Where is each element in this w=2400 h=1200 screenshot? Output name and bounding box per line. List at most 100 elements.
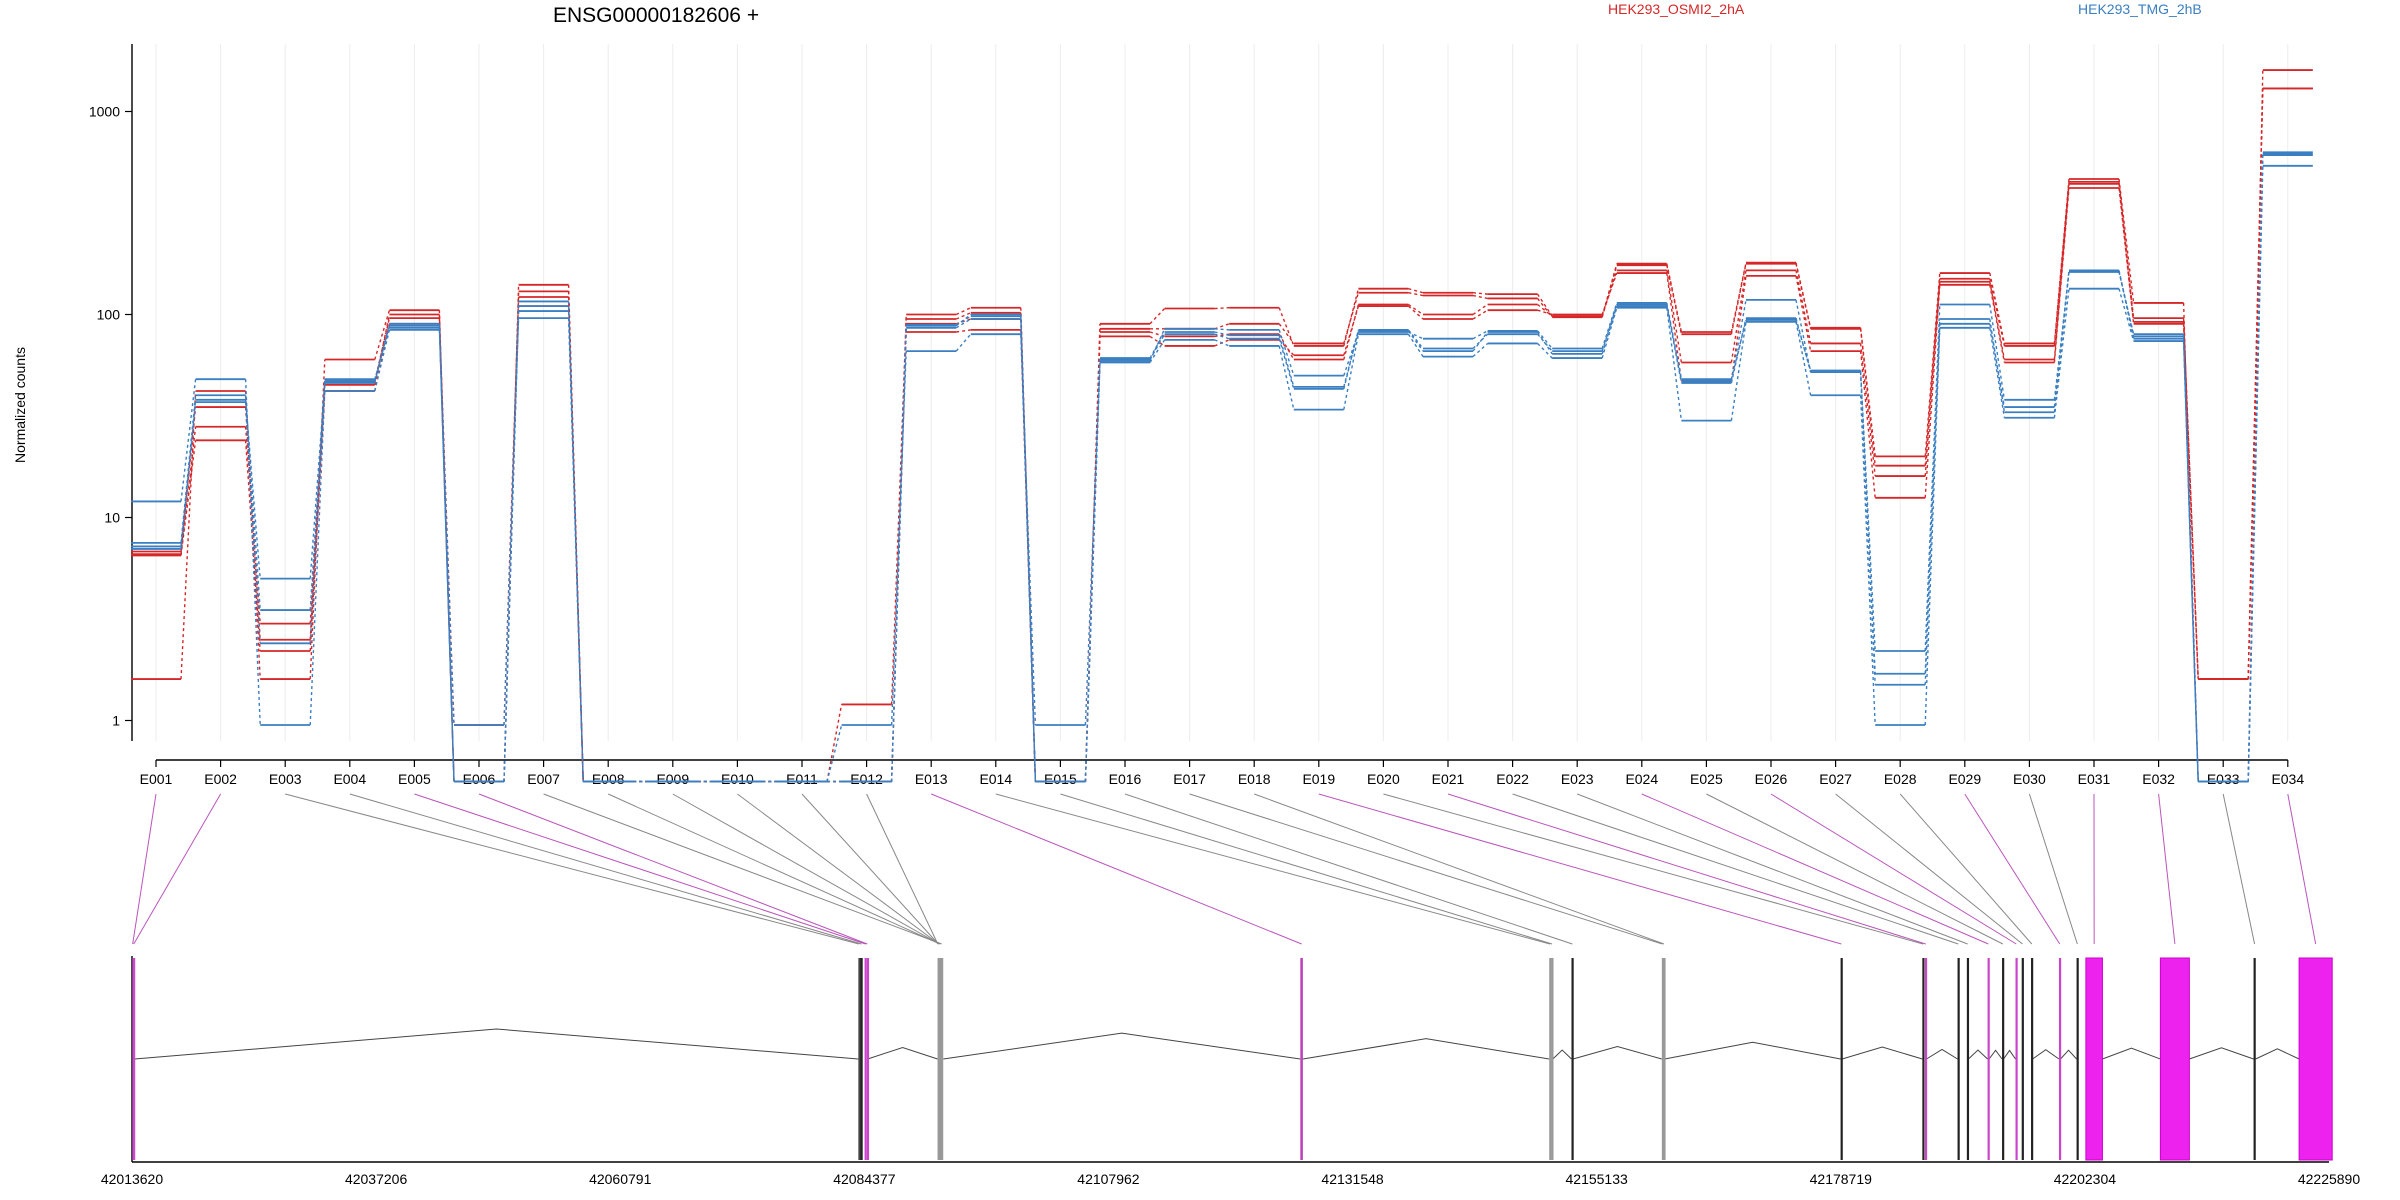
chart-title: ENSG00000182606 + — [553, 4, 759, 27]
exon-box-e004 — [860, 958, 863, 1160]
data-connector — [1601, 270, 1618, 317]
connector-e016 — [1124, 793, 1573, 945]
x-tick-label: E003 — [269, 771, 302, 787]
connector-e030 — [2028, 793, 2078, 945]
connector-e017 — [1189, 793, 1663, 945]
x-tick-label: E013 — [915, 771, 948, 787]
connector-e006 — [478, 793, 868, 945]
exon-box-e003 — [858, 958, 861, 1160]
data-connector — [1020, 334, 1037, 726]
data-connector — [1924, 273, 1941, 457]
connector-e009 — [672, 793, 940, 945]
x-tick-label: E027 — [1819, 771, 1852, 787]
exon-box-e027 — [2021, 958, 2024, 1160]
series-hek293_tmg_2hb-5 — [131, 154, 2313, 783]
connector-e028 — [1899, 793, 2033, 945]
series-hek293_osmi2_2ha-0 — [131, 87, 2313, 783]
data-connector — [1084, 358, 1101, 782]
gene-model-track: 42013620 42037206 42060791 42084377 42107962… — [101, 956, 2361, 1187]
data-connector — [2053, 183, 2070, 360]
data-connector — [244, 399, 261, 579]
genome-coordinate-label: 42225890 — [2298, 1171, 2361, 1187]
data-connector — [1472, 342, 1489, 358]
y-tick-label: 1 — [112, 713, 120, 729]
genome-coordinate-label: 42060791 — [589, 1171, 652, 1187]
intron-line — [867, 1046, 938, 1060]
series-hek293_tmg_2hb-4 — [131, 164, 2313, 783]
connector-e034 — [2287, 793, 2317, 945]
data-connector — [1730, 299, 1747, 382]
data-connector — [180, 399, 197, 550]
data-connector — [1149, 333, 1166, 360]
intron-line — [1572, 1046, 1662, 1060]
data-connector — [1149, 335, 1165, 347]
genome-coordinate-label: 42107962 — [1077, 1171, 1140, 1187]
data-connector — [955, 315, 972, 326]
intron-line — [2189, 1047, 2254, 1060]
data-connector — [1989, 318, 2006, 413]
data-connector — [890, 324, 907, 782]
x-tick-label: E022 — [1496, 771, 1529, 787]
data-connector — [1924, 281, 1941, 477]
data-connector — [1214, 323, 1230, 330]
exon-box-e012 — [937, 958, 940, 1160]
legend-entry-osmi2: HEK293_OSMI2_2hA — [1608, 1, 1745, 17]
intron-line — [2255, 1048, 2300, 1060]
data-connector — [1859, 343, 1876, 477]
data-connector — [2053, 288, 2070, 418]
series-hek293_tmg_2hb-7 — [131, 151, 2313, 783]
data-connector — [1666, 307, 1683, 421]
x-tick-label: E031 — [2078, 771, 2111, 787]
data-connector — [1472, 292, 1488, 295]
data-connector — [956, 329, 971, 333]
data-connector — [955, 312, 972, 320]
data-connector — [1730, 263, 1747, 335]
data-connector — [1407, 333, 1424, 358]
data-connector — [1859, 327, 1876, 457]
data-connector — [1730, 321, 1747, 421]
intron-line — [1968, 1049, 1988, 1060]
y-tick-label: 100 — [97, 307, 121, 323]
exon-box-e018 — [1663, 958, 1666, 1160]
data-connector — [1601, 302, 1618, 349]
data-connector — [1924, 318, 1941, 685]
data-connector — [1343, 305, 1360, 356]
intron-line — [2102, 1047, 2161, 1060]
x-tick-label: E010 — [721, 771, 754, 787]
data-connector — [955, 318, 972, 329]
data-connector — [309, 381, 326, 624]
x-tick-label: E014 — [979, 771, 1012, 787]
x-tick-label: E034 — [2271, 771, 2304, 787]
data-connector — [1795, 270, 1812, 344]
connector-e014 — [995, 793, 1551, 945]
connector-e025 — [1706, 793, 2004, 945]
genome-coordinate-label: 42013620 — [101, 1171, 164, 1187]
data-connector — [1408, 331, 1424, 340]
data-connector — [1859, 372, 1876, 685]
data-connector — [1537, 330, 1553, 349]
connector-e029 — [1964, 793, 2061, 945]
data-connector — [1537, 297, 1553, 318]
exon-box-e020 — [1922, 958, 1925, 1160]
intron-line — [2060, 1049, 2077, 1060]
exon-box-e024 — [1987, 958, 1990, 1160]
data-connector — [2182, 338, 2199, 782]
data-connector — [1149, 331, 1166, 359]
data-connector — [244, 379, 261, 726]
data-connector — [1408, 303, 1424, 316]
intron-line — [1988, 1049, 2003, 1060]
data-connector — [1795, 263, 1812, 329]
data-connector — [1601, 304, 1618, 352]
data-connector — [1989, 327, 2006, 418]
data-connector — [1989, 281, 2006, 360]
x-tick-label: E023 — [1561, 771, 1594, 787]
data-connector — [826, 724, 843, 782]
data-connector — [438, 323, 455, 782]
data-connector — [1666, 302, 1683, 380]
data-connector — [1214, 339, 1230, 347]
genome-coordinate-label: 42202304 — [2054, 1171, 2117, 1187]
data-connector — [309, 390, 326, 726]
exon-box-e025 — [2002, 958, 2005, 1160]
exon-box-e014 — [1549, 958, 1552, 1160]
x-tick-label: E002 — [204, 771, 237, 787]
